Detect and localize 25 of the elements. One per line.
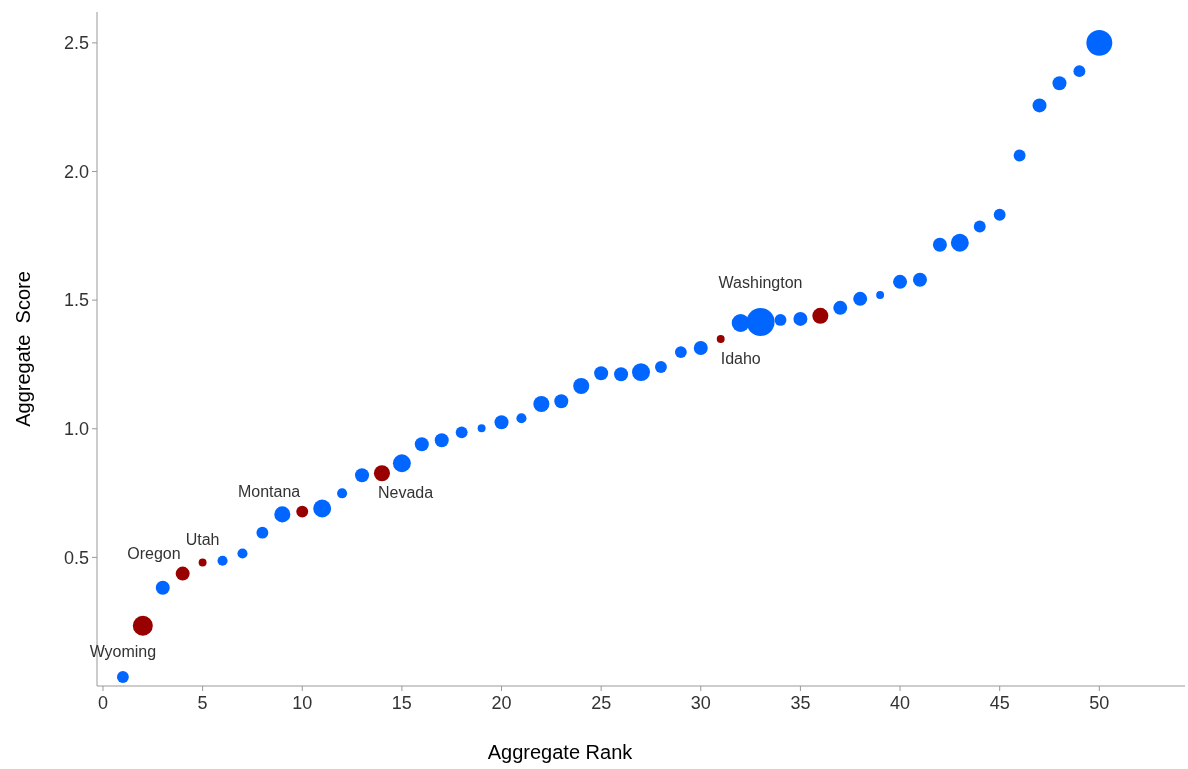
annotation: Oregon [127, 544, 181, 562]
x-tick-label: 35 [790, 693, 811, 713]
x-axis-title: Aggregate Rank [487, 741, 634, 763]
x-tick-label: 50 [1089, 693, 1110, 713]
x-tick-label: 40 [890, 693, 911, 713]
y-tick-label: 1.0 [63, 419, 89, 440]
annotation: Montana [237, 482, 301, 500]
annotation: Wyoming [89, 643, 157, 660]
x-tick-label: 15 [391, 693, 412, 713]
annotation: Nevada [377, 484, 434, 502]
annotation: Utah [185, 530, 220, 548]
y-tick-label: 2.0 [63, 161, 89, 182]
x-tick-label: 20 [491, 693, 512, 713]
y-axis-title: Aggregate Score [12, 271, 34, 427]
annotation: Idaho [720, 349, 761, 367]
x-tick-label: 45 [989, 693, 1010, 713]
x-tick-label: 30 [690, 693, 711, 713]
x-tick-label: 0 [97, 693, 108, 713]
annotation: Washington [718, 273, 803, 291]
y-tick-label: 0.5 [63, 547, 89, 568]
y-tick-label: 1.5 [63, 290, 89, 311]
x-tick-label: 5 [197, 693, 208, 713]
x-tick-label: 10 [292, 693, 313, 713]
x-tick-label: 25 [591, 693, 612, 713]
y-tick-label: 2.5 [63, 33, 89, 54]
